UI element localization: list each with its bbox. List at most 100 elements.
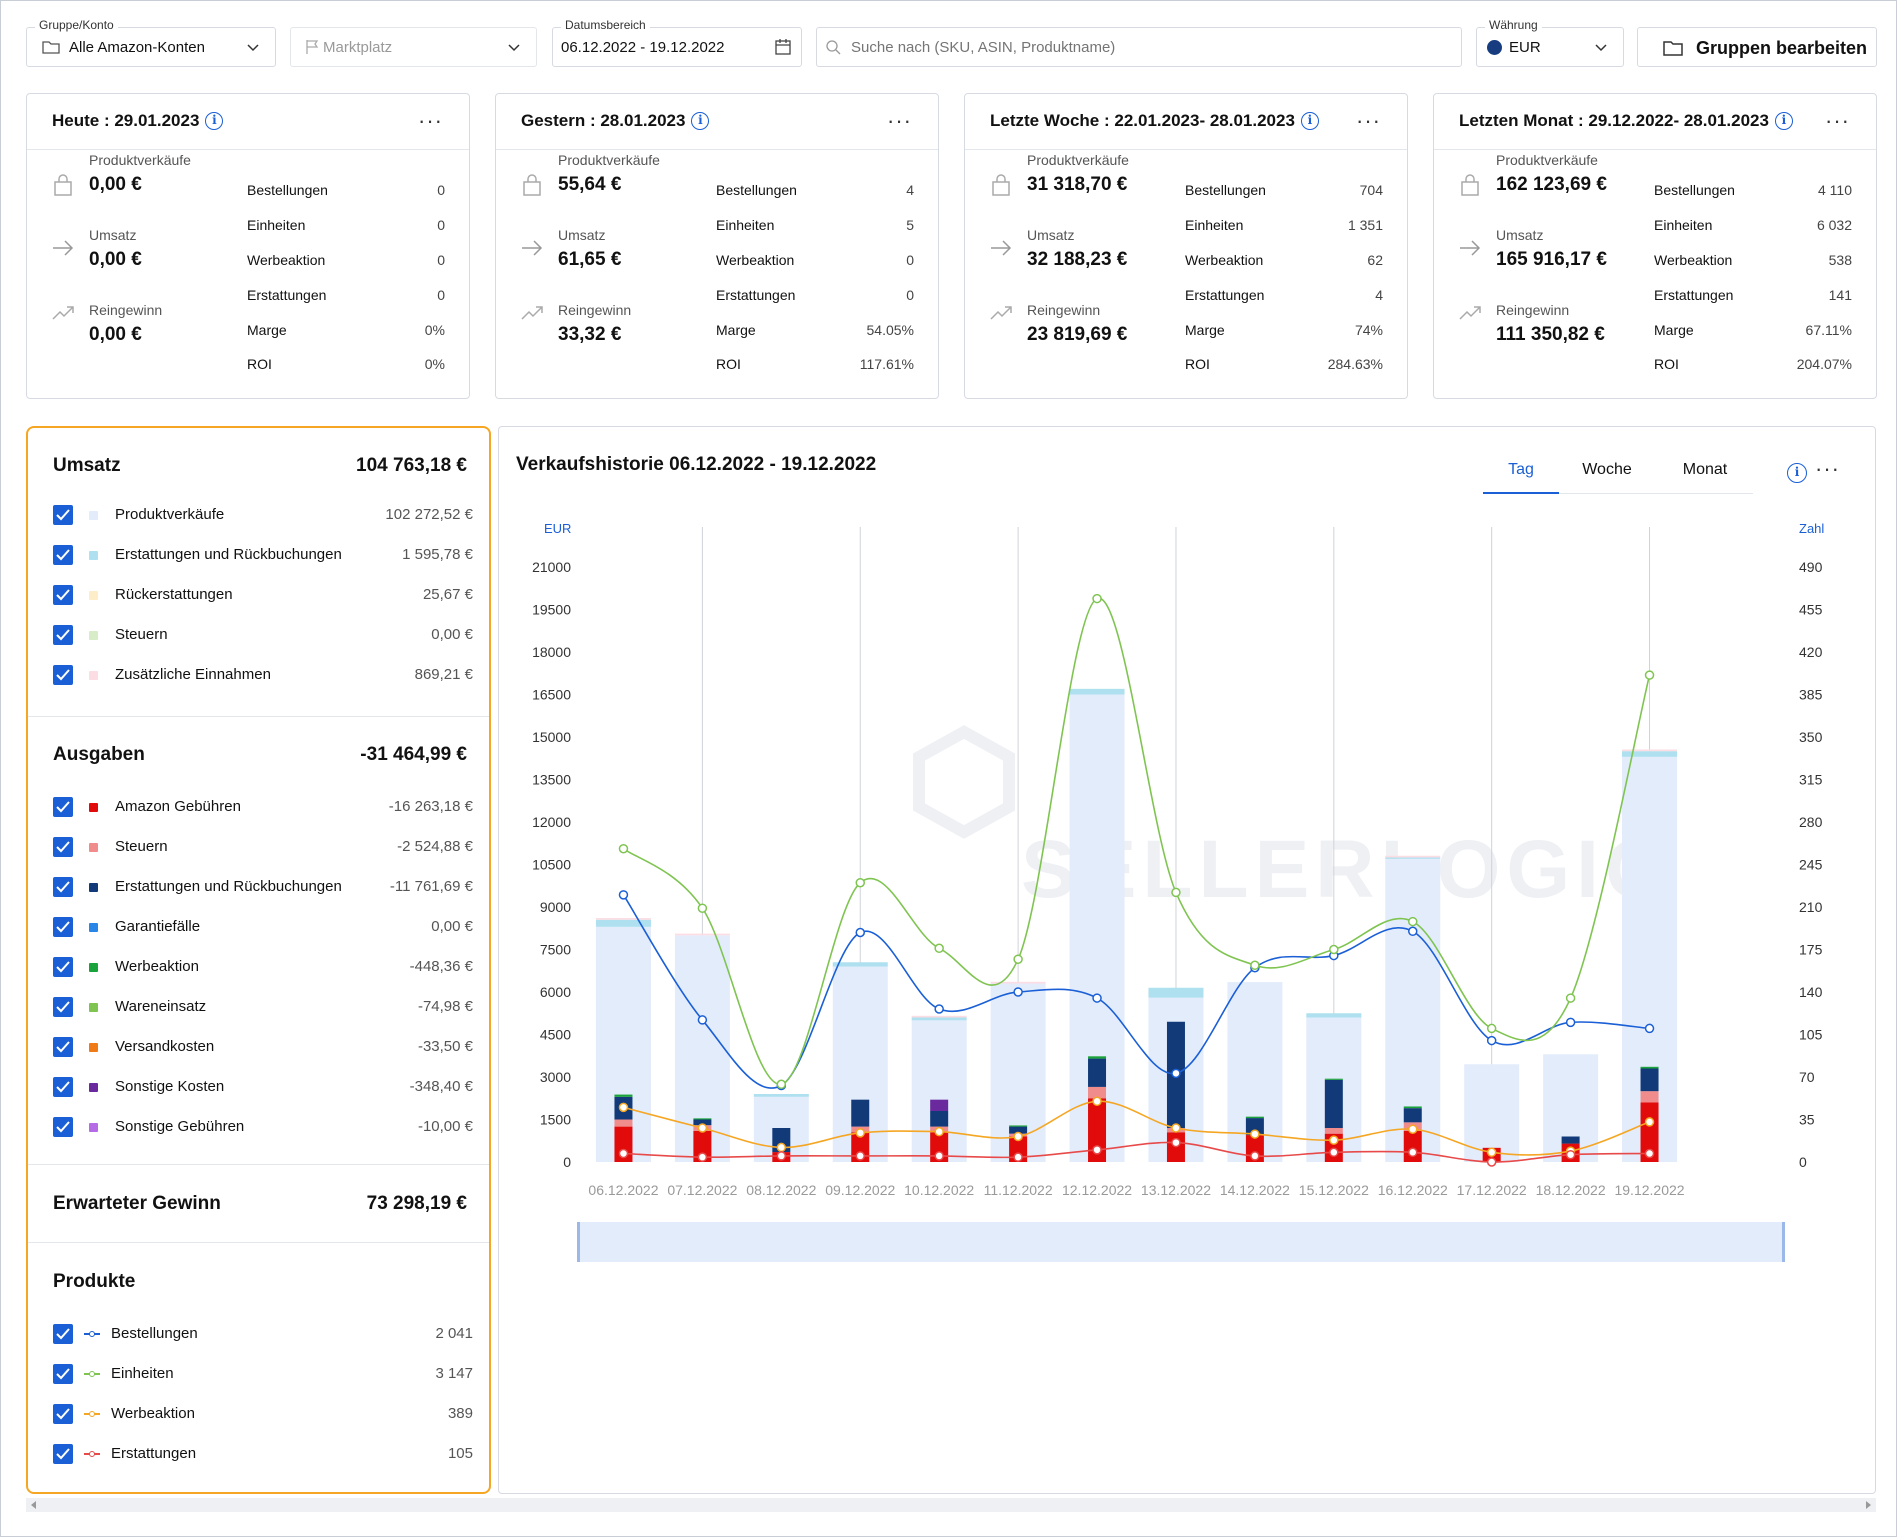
card-units-label: Einheiten: [716, 217, 775, 233]
legend-line-swatch: [84, 1451, 100, 1457]
card-roi-label: ROI: [1185, 356, 1210, 372]
ausgaben-item[interactable]: Garantiefälle 0,00 €: [53, 915, 473, 939]
checkbox[interactable]: [53, 1404, 73, 1424]
checkbox[interactable]: [53, 837, 73, 857]
search-field[interactable]: [816, 27, 1462, 67]
checkbox[interactable]: [53, 545, 73, 565]
legend-color-swatch: [89, 551, 98, 560]
checkbox[interactable]: [53, 877, 73, 897]
ausgaben-item[interactable]: Sonstige Gebühren -10,00 €: [53, 1115, 473, 1139]
group-account-select[interactable]: Gruppe/Konto Alle Amazon-Konten: [26, 18, 276, 67]
card-promo-value: 0: [437, 252, 445, 268]
item-label: Erstattungen und Rückbuchungen: [115, 878, 342, 895]
ausgaben-item[interactable]: Amazon Gebühren -16 263,18 €: [53, 795, 473, 819]
ausgaben-item[interactable]: Wareneinsatz -74,98 €: [53, 995, 473, 1019]
ausgaben-item[interactable]: Werbeaktion -448,36 €: [53, 955, 473, 979]
x-tick-label: 12.12.2022: [1062, 1182, 1132, 1198]
ausgaben-item[interactable]: Sonstige Kosten -348,40 €: [53, 1075, 473, 1099]
expense-bar-erstattungen-und-r-ckbuchungen: [1403, 1108, 1422, 1123]
checkbox[interactable]: [53, 957, 73, 977]
calendar-icon[interactable]: [773, 37, 793, 57]
more-options-icon[interactable]: ···: [1825, 108, 1850, 133]
tab-day[interactable]: Tag: [1508, 461, 1534, 478]
more-options-icon[interactable]: ···: [1356, 108, 1381, 133]
x-tick-label: 19.12.2022: [1614, 1182, 1684, 1198]
item-value: 102 272,52 €: [385, 506, 473, 523]
tab-week[interactable]: Woche: [1582, 461, 1632, 478]
checkbox[interactable]: [53, 797, 73, 817]
item-value: 3 147: [435, 1365, 473, 1382]
card-promo-label: Werbeaktion: [247, 252, 326, 268]
checkbox[interactable]: [53, 585, 73, 605]
checkbox[interactable]: [53, 1444, 73, 1464]
info-icon[interactable]: i: [1787, 463, 1807, 483]
checkbox[interactable]: [53, 917, 73, 937]
checkbox[interactable]: [53, 665, 73, 685]
info-icon[interactable]: i: [1300, 112, 1319, 130]
legend-color-swatch: [89, 671, 98, 680]
edit-groups-button[interactable]: Gruppen bearbeiten: [1637, 27, 1877, 67]
more-options-icon[interactable]: ···: [887, 108, 912, 133]
card-profit-label: Reingewinn: [1027, 302, 1101, 318]
y2-tick-label: 175: [1799, 942, 1823, 958]
y2-tick-label: 70: [1799, 1069, 1815, 1085]
tabs-baseline: [1483, 493, 1753, 494]
card-roi-value: 284.63%: [1327, 356, 1383, 372]
checkbox[interactable]: [53, 505, 73, 525]
checkbox[interactable]: [53, 1364, 73, 1384]
ausgaben-item[interactable]: Steuern -2 524,88 €: [53, 835, 473, 859]
checkbox[interactable]: [53, 1324, 73, 1344]
scroll-left-icon[interactable]: [30, 1501, 38, 1509]
checkbox[interactable]: [53, 625, 73, 645]
checkbox[interactable]: [53, 1037, 73, 1057]
point-einheiten: [697, 903, 708, 913]
card-profit-label: Reingewinn: [558, 302, 632, 318]
produkte-item[interactable]: Bestellungen 2 041: [53, 1322, 473, 1346]
produkte-item[interactable]: Werbeaktion 389: [53, 1402, 473, 1426]
item-value: -11 761,69 €: [389, 878, 473, 895]
revenue-bar-erstattungen-und-r-ckbuchungen: [832, 962, 888, 967]
tab-month[interactable]: Monat: [1682, 461, 1728, 478]
umsatz-item[interactable]: Produktverkäufe 102 272,52 €: [53, 503, 473, 527]
produkte-item[interactable]: Erstattungen 105: [53, 1442, 473, 1466]
expense-bar-werbeaktion: [1088, 1056, 1107, 1059]
info-icon[interactable]: i: [205, 112, 224, 130]
info-icon[interactable]: i: [1774, 112, 1793, 130]
data-zoom-slider[interactable]: [577, 1222, 1785, 1262]
umsatz-item[interactable]: Steuern 0,00 €: [53, 623, 473, 647]
card-roi-label: ROI: [716, 356, 741, 372]
checkbox[interactable]: [53, 1077, 73, 1097]
point-erstattungen: [1013, 1152, 1023, 1162]
marketplace-select[interactable]: Marktplatz: [290, 27, 537, 67]
horizontal-scrollbar[interactable]: [26, 1498, 1876, 1512]
produkte-item[interactable]: Einheiten 3 147: [53, 1362, 473, 1386]
card-refunds-value: 4: [1375, 287, 1383, 303]
card-revenue-value: 32 188,23 €: [1027, 249, 1128, 270]
card-refunds-value: 141: [1828, 287, 1852, 303]
card-header: Gestern : 28.01.2023 i ···: [496, 94, 938, 150]
search-input[interactable]: [851, 36, 1441, 58]
currency-select[interactable]: Währung EUR: [1476, 18, 1624, 67]
umsatz-item[interactable]: Zusätzliche Einnahmen 869,21 €: [53, 663, 473, 687]
checkbox[interactable]: [53, 1117, 73, 1137]
item-value: -348,40 €: [409, 1078, 473, 1095]
ausgaben-item[interactable]: Erstattungen und Rückbuchungen -11 761,6…: [53, 875, 473, 899]
ausgaben-item[interactable]: Versandkosten -33,50 €: [53, 1035, 473, 1059]
x-tick-label: 17.12.2022: [1457, 1182, 1527, 1198]
umsatz-item[interactable]: Rückerstattungen 25,67 €: [53, 583, 473, 607]
group-account-label: Gruppe/Konto: [35, 18, 118, 32]
legend-color-swatch: [89, 1123, 98, 1132]
legend-color-swatch: [89, 803, 98, 812]
scroll-right-icon[interactable]: [1864, 1501, 1872, 1509]
point-bestellungen: [1644, 1023, 1655, 1034]
checkbox[interactable]: [53, 997, 73, 1017]
date-range-picker[interactable]: Datumsbereich 06.12.2022 - 19.12.2022: [552, 18, 802, 67]
info-icon[interactable]: i: [691, 112, 710, 130]
point-bestellungen: [697, 1015, 708, 1025]
more-options-icon[interactable]: ···: [418, 108, 443, 133]
umsatz-item[interactable]: Erstattungen und Rückbuchungen 1 595,78 …: [53, 543, 473, 567]
item-value: -2 524,88 €: [397, 838, 473, 855]
card-revenue-label: Umsatz: [89, 227, 137, 243]
card-revenue-value: 165 916,17 €: [1496, 249, 1607, 270]
y-tick-label: 3000: [540, 1069, 571, 1085]
